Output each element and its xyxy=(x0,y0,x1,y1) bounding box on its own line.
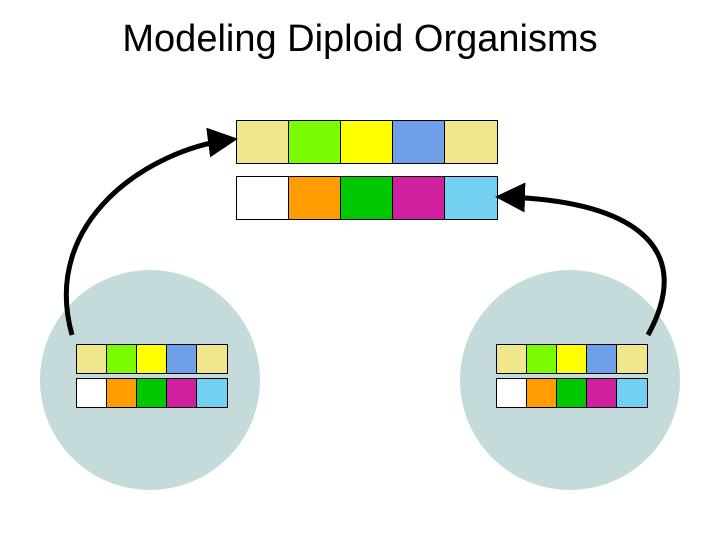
center-chromosome-top xyxy=(236,120,498,164)
gene-cell xyxy=(137,379,167,407)
gene-cell xyxy=(587,379,617,407)
gene-cell xyxy=(137,345,167,373)
gene-cell xyxy=(289,121,341,163)
gene-cell xyxy=(497,379,527,407)
gene-cell xyxy=(393,177,445,219)
gene-cell xyxy=(197,379,227,407)
right-organism-chromosome-top xyxy=(496,344,648,374)
gene-cell xyxy=(527,345,557,373)
gene-cell xyxy=(393,121,445,163)
left-organism-chromosome-top xyxy=(76,344,228,374)
gene-cell xyxy=(107,345,137,373)
gene-cell xyxy=(497,345,527,373)
page-title: Modeling Diploid Organisms xyxy=(0,18,720,61)
gene-cell xyxy=(237,121,289,163)
gene-cell xyxy=(167,379,197,407)
right-organism-chromosome-bottom xyxy=(496,378,648,408)
gene-cell xyxy=(557,379,587,407)
gene-cell xyxy=(197,345,227,373)
gene-cell xyxy=(445,121,497,163)
gene-cell xyxy=(527,379,557,407)
gene-cell xyxy=(77,379,107,407)
gene-cell xyxy=(587,345,617,373)
left-organism-chromosome-bottom xyxy=(76,378,228,408)
gene-cell xyxy=(617,345,647,373)
center-chromosome-bottom xyxy=(236,176,498,220)
gene-cell xyxy=(167,345,197,373)
gene-cell xyxy=(445,177,497,219)
gene-cell xyxy=(289,177,341,219)
gene-cell xyxy=(341,177,393,219)
gene-cell xyxy=(557,345,587,373)
gene-cell xyxy=(77,345,107,373)
gene-cell xyxy=(341,121,393,163)
gene-cell xyxy=(107,379,137,407)
gene-cell xyxy=(617,379,647,407)
gene-cell xyxy=(237,177,289,219)
